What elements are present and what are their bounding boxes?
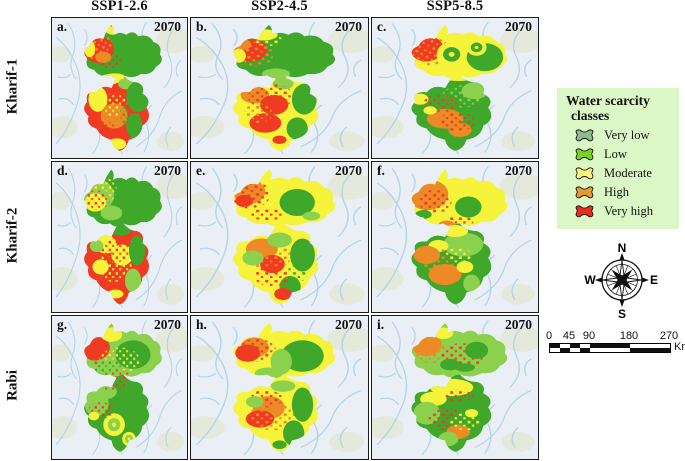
column-header-ssp1-2-6: SSP1-2.6 [91,0,148,14]
panel-letter: f. [377,163,385,178]
map-canvas-f [372,162,538,312]
legend-title-line1: Water scarcity [566,93,650,108]
legend-label: Low [604,147,627,162]
legend-label: Very high [604,204,653,219]
map-panel-b: b. 2070 [190,17,369,159]
compass-west-label: W [584,273,596,287]
compass-east-label: E [650,273,658,287]
water-scarcity-legend: Water scarcity classes Very low Low Mode… [557,88,679,229]
panel-year: 2070 [154,163,181,178]
legend-item-very-low: Very low [572,126,679,145]
panel-letter: c. [377,19,387,34]
map-panel-d: d. 2070 [51,161,188,313]
scale-ticks: 0 45 90 180 270 [545,330,685,342]
scale-tick: 180 [619,330,639,342]
row-label-kharif-2: Kharif-2 [4,207,21,264]
panel-letter: a. [57,19,68,34]
panel-letter: h. [196,317,207,332]
legend-label: Very low [604,128,650,143]
panel-year: 2070 [154,19,181,34]
panel-year: 2070 [335,163,362,178]
map-canvas-i [372,316,538,459]
map-canvas-h [191,316,368,459]
map-canvas-g [52,316,187,459]
panel-year: 2070 [335,317,362,332]
panel-year: 2070 [505,163,532,178]
legend-title-line2: classes [571,108,610,124]
scale-tick: 270 [659,330,679,342]
row-label-rabi: Rabi [4,370,21,401]
map-panel-c: c. 2070 [371,17,539,159]
compass-south-label: S [618,307,626,321]
panel-year: 2070 [335,19,362,34]
class-swatch-icon [575,148,594,160]
panel-letter: g. [57,317,68,332]
map-canvas-c [372,18,538,158]
scale-bar: 0 45 90 180 270 Km [545,330,685,356]
map-grid: a. 2070 b. 2070 c. 2070 d. 2070 e. 2070 … [51,17,539,460]
column-header-ssp2-4-5: SSP2-4.5 [251,0,308,14]
column-header-ssp5-8-5: SSP5-8.5 [426,0,484,14]
map-panel-h: h. 2070 [190,315,369,460]
panel-letter: i. [377,317,385,332]
map-canvas-e [191,162,368,312]
compass-rose-icon: N W E S [584,241,658,321]
panel-letter: e. [196,163,206,178]
map-panel-g: g. 2070 [51,315,188,460]
scale-bar-body [549,343,671,353]
panel-year: 2070 [154,317,181,332]
scale-tick: 0 [545,330,553,342]
legend-label: High [604,185,629,200]
legend-item-high: High [572,183,679,202]
map-canvas-d [52,162,187,312]
class-swatch-icon [575,167,594,179]
legend-item-low: Low [572,145,679,164]
compass-rose: N W E S [581,239,663,321]
legend-item-moderate: Moderate [572,164,679,183]
scale-unit: Km [674,341,685,353]
map-panel-e: e. 2070 [190,161,369,313]
map-panel-f: f. 2070 [371,161,539,313]
row-label-kharif-1: Kharif-1 [4,58,21,115]
legend-label: Moderate [604,166,652,181]
legend-title: Water scarcity classes [557,88,679,126]
map-panel-a: a. 2070 [51,17,188,159]
panel-letter: d. [57,163,68,178]
map-canvas-b [191,18,368,158]
compass-north-label: N [618,241,627,255]
class-swatch-icon [575,129,594,141]
map-canvas-a [52,18,187,158]
class-swatch-icon [575,205,594,217]
legend-item-very-high: Very high [572,202,679,221]
scale-tick: 90 [582,330,596,342]
panel-letter: b. [196,19,207,34]
scale-tick: 45 [562,330,576,342]
map-panel-i: i. 2070 [371,315,539,460]
panel-year: 2070 [505,19,532,34]
panel-year: 2070 [505,317,532,332]
class-swatch-icon [575,186,594,198]
